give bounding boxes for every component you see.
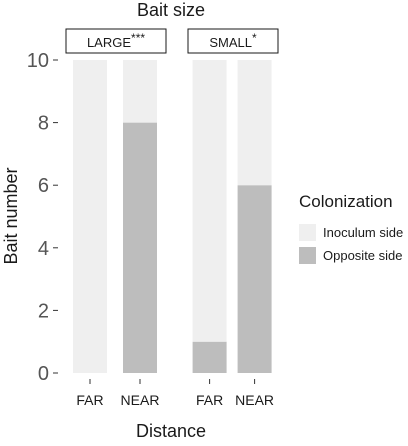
y-tick-label: 4 xyxy=(38,238,49,260)
bar-segment-inoculum-side xyxy=(73,60,107,373)
y-axis-title: Bait number xyxy=(1,167,21,264)
facet-strip-label: LARGE*** xyxy=(87,31,145,50)
facet-label: SMALL xyxy=(209,35,252,50)
x-axis-title: Distance xyxy=(136,421,206,441)
facet-header-title: Bait size xyxy=(137,0,205,20)
bar-segment-opposite-side xyxy=(237,185,272,373)
bar-segment-inoculum-side xyxy=(192,60,227,342)
y-tick-label: 0 xyxy=(38,363,49,385)
y-tick-label: 2 xyxy=(38,300,49,322)
bar-segment-opposite-side xyxy=(123,122,157,373)
x-tick-label: NEAR xyxy=(121,392,160,408)
facet-label: LARGE xyxy=(87,35,131,50)
x-tick-label: FAR xyxy=(196,392,223,408)
facet-strip-box xyxy=(65,28,167,54)
legend-swatch xyxy=(299,224,316,241)
bar-segment-inoculum-side xyxy=(123,60,157,123)
legend-item-label: Inoculum side xyxy=(323,225,403,240)
legend-title: Colonization xyxy=(299,192,393,211)
bar-segment-inoculum-side xyxy=(237,60,272,186)
significance-marker: *** xyxy=(131,31,145,45)
legend-item-label: Opposite side xyxy=(323,248,403,263)
y-tick-label: 8 xyxy=(38,113,49,135)
legend-swatch xyxy=(299,247,316,264)
facet-strip-label: SMALL* xyxy=(209,31,257,50)
bar-segment-opposite-side xyxy=(192,341,227,373)
y-tick-label: 10 xyxy=(27,50,49,72)
y-tick-label: 6 xyxy=(38,175,49,197)
facet-strip-box xyxy=(187,28,279,54)
x-tick-label: NEAR xyxy=(235,392,274,408)
x-tick-label: FAR xyxy=(76,392,103,408)
significance-marker: * xyxy=(252,31,257,45)
legend: Colonization Inoculum side Opposite side xyxy=(299,192,403,264)
